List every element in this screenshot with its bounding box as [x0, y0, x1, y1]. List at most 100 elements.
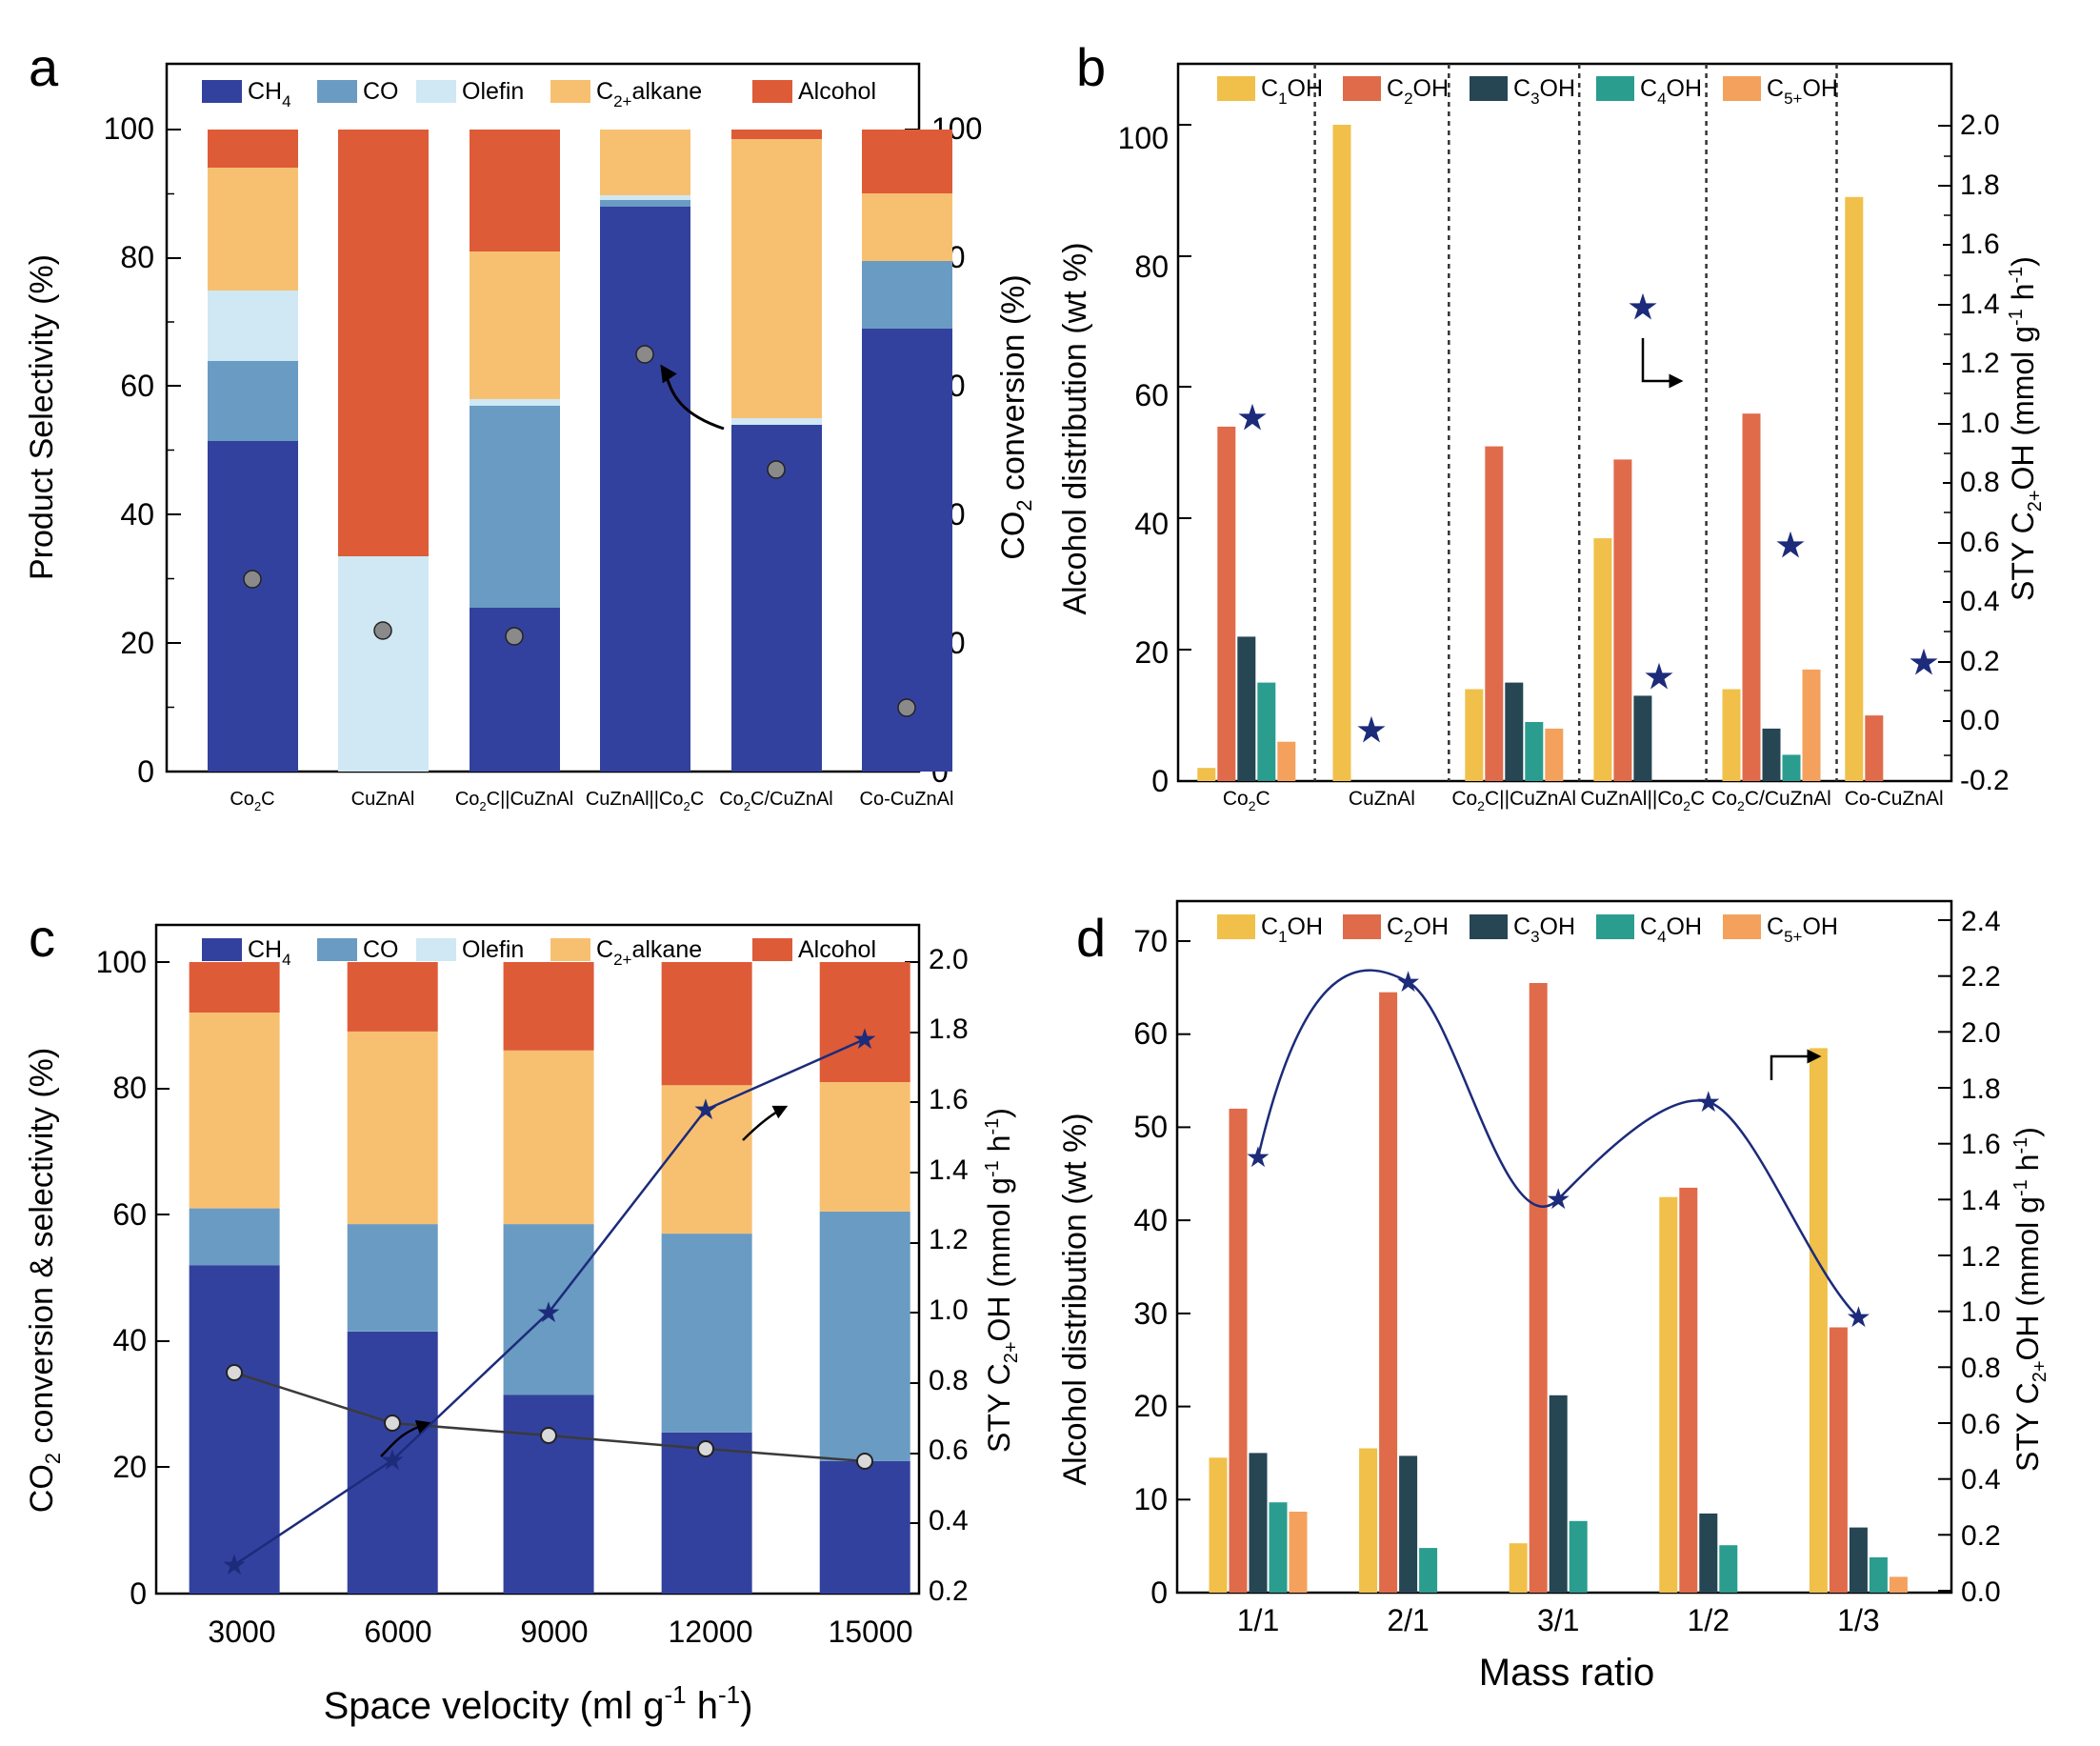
svg-text:1.8: 1.8: [1961, 1074, 2001, 1105]
svg-text:1.8: 1.8: [929, 1013, 969, 1045]
svg-text:20: 20: [120, 626, 154, 660]
svg-text:C5+OH: C5+OH: [1767, 75, 1838, 108]
svg-text:70: 70: [1133, 924, 1168, 958]
svg-text:1.0: 1.0: [1960, 408, 2000, 439]
svg-text:60: 60: [112, 1197, 147, 1232]
svg-text:Co-CuZnAl: Co-CuZnAl: [860, 789, 954, 810]
svg-text:Co2C: Co2C: [230, 789, 274, 813]
svg-text:Mass ratio: Mass ratio: [1479, 1652, 1655, 1694]
svg-text:1.6: 1.6: [1960, 229, 2000, 260]
svg-text:STY C2+OH (mmol g-1 h-1): STY C2+OH (mmol g-1 h-1): [2010, 1127, 2050, 1472]
svg-text:20: 20: [1133, 1389, 1168, 1423]
svg-text:1.6: 1.6: [1961, 1129, 2001, 1160]
svg-text:0.8: 0.8: [1961, 1353, 2001, 1384]
svg-text:0.4: 0.4: [929, 1505, 969, 1536]
svg-text:1.2: 1.2: [1961, 1241, 2001, 1273]
svg-text:★: ★: [1357, 712, 1386, 749]
svg-text:40: 40: [1133, 1203, 1168, 1237]
svg-text:★: ★: [1546, 1184, 1571, 1215]
svg-text:0.6: 0.6: [1961, 1409, 2001, 1440]
svg-text:2.0: 2.0: [1960, 110, 2000, 141]
svg-text:0: 0: [1150, 1575, 1168, 1610]
svg-text:Co2C/CuZnAl: Co2C/CuZnAl: [1711, 788, 1831, 813]
svg-text:1.4: 1.4: [1961, 1185, 2001, 1216]
svg-text:CuZnAl||Co2C: CuZnAl||Co2C: [586, 789, 704, 813]
svg-text:CO2 conversion (%): CO2 conversion (%): [995, 274, 1036, 559]
svg-text:★: ★: [1776, 528, 1805, 564]
svg-text:3000: 3000: [208, 1615, 275, 1649]
svg-text:★: ★: [693, 1094, 719, 1126]
svg-text:2.4: 2.4: [1961, 906, 2001, 937]
svg-text:Olefin: Olefin: [462, 78, 524, 105]
svg-text:CO: CO: [363, 936, 399, 963]
svg-text:1.4: 1.4: [1960, 289, 2000, 320]
svg-text:STY C2+OH (mmol g-1 h-1): STY C2+OH (mmol g-1 h-1): [2006, 256, 2046, 601]
svg-text:C1OH: C1OH: [1261, 913, 1323, 946]
svg-text:0.8: 0.8: [929, 1365, 969, 1396]
svg-text:40: 40: [1134, 507, 1169, 541]
svg-text:C4OH: C4OH: [1640, 75, 1702, 108]
svg-text:0.6: 0.6: [929, 1435, 969, 1466]
svg-text:40: 40: [112, 1323, 147, 1357]
svg-text:0.0: 0.0: [1961, 1576, 2001, 1608]
svg-text:CO2 conversion & selectivity (: CO2 conversion & selectivity (%): [24, 1048, 65, 1513]
svg-text:0.2: 0.2: [1961, 1520, 2001, 1552]
svg-text:CH4: CH4: [248, 78, 291, 110]
svg-text:CuZnAl: CuZnAl: [351, 789, 415, 810]
svg-text:C4OH: C4OH: [1640, 913, 1702, 946]
svg-text:C3OH: C3OH: [1513, 913, 1575, 946]
svg-text:CuZnAl: CuZnAl: [1349, 788, 1415, 810]
svg-text:Product Selectivity (%): Product Selectivity (%): [24, 254, 60, 580]
svg-text:60: 60: [1133, 1016, 1168, 1051]
svg-text:C2+alkane: C2+alkane: [596, 78, 702, 110]
svg-text:6000: 6000: [364, 1615, 431, 1649]
svg-text:0: 0: [130, 1576, 147, 1611]
svg-text:2.2: 2.2: [1961, 961, 2001, 993]
svg-text:-0.2: -0.2: [1960, 765, 2010, 796]
svg-text:Alcohol distribution (wt %): Alcohol distribution (wt %): [1057, 1113, 1093, 1485]
svg-text:C3OH: C3OH: [1513, 75, 1575, 108]
svg-text:Co-CuZnAl: Co-CuZnAl: [1845, 788, 1944, 810]
svg-text:Alcohol: Alcohol: [798, 936, 876, 963]
svg-text:80: 80: [112, 1071, 147, 1105]
svg-text:C1OH: C1OH: [1261, 75, 1323, 108]
svg-text:0.8: 0.8: [1960, 467, 2000, 498]
svg-text:1.0: 1.0: [929, 1294, 969, 1326]
svg-text:60: 60: [120, 369, 154, 403]
svg-text:100: 100: [96, 945, 147, 979]
svg-text:0.0: 0.0: [1960, 705, 2000, 736]
svg-text:★: ★: [1846, 1302, 1871, 1334]
svg-text:3/1: 3/1: [1537, 1603, 1579, 1637]
svg-text:★: ★: [536, 1297, 562, 1329]
svg-text:1.6: 1.6: [929, 1084, 969, 1115]
svg-text:Space velocity (ml g-1 h-1): Space velocity (ml g-1 h-1): [324, 1680, 753, 1727]
svg-text:Alcohol: Alcohol: [798, 78, 876, 105]
svg-text:★: ★: [1238, 400, 1267, 436]
svg-text:Co2C||CuZnAl: Co2C||CuZnAl: [1451, 788, 1576, 813]
svg-text:1.0: 1.0: [1961, 1296, 2001, 1328]
svg-text:100: 100: [104, 111, 154, 146]
svg-text:C2OH: C2OH: [1387, 75, 1449, 108]
svg-text:2.0: 2.0: [929, 944, 969, 975]
svg-text:20: 20: [112, 1450, 147, 1484]
svg-text:15000: 15000: [829, 1615, 913, 1649]
svg-text:9000: 9000: [520, 1615, 588, 1649]
svg-text:80: 80: [1134, 250, 1169, 284]
svg-text:★: ★: [1395, 967, 1421, 998]
svg-text:0: 0: [137, 754, 154, 789]
svg-text:★: ★: [1246, 1142, 1271, 1174]
svg-text:1.2: 1.2: [1960, 348, 2000, 379]
svg-text:C2OH: C2OH: [1387, 913, 1449, 946]
svg-text:Co2C: Co2C: [1223, 788, 1270, 813]
svg-text:100: 100: [1118, 121, 1169, 155]
svg-text:0.2: 0.2: [929, 1575, 969, 1607]
svg-text:1/2: 1/2: [1688, 1603, 1730, 1637]
svg-text:12000: 12000: [669, 1615, 753, 1649]
svg-text:★: ★: [1645, 659, 1673, 695]
svg-text:Co2C||CuZnAl: Co2C||CuZnAl: [455, 789, 573, 813]
svg-text:0.4: 0.4: [1961, 1464, 2001, 1495]
svg-text:★: ★: [1910, 645, 1938, 681]
svg-text:40: 40: [120, 497, 154, 532]
svg-text:★: ★: [222, 1550, 248, 1581]
svg-text:★: ★: [380, 1445, 406, 1476]
